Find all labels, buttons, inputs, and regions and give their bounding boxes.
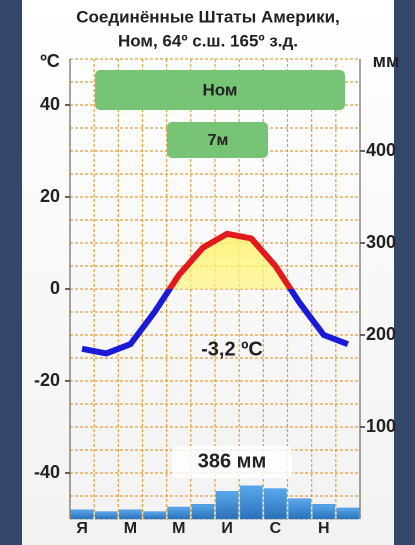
temperature-line-cold <box>81 289 349 357</box>
y-tick-label: -40 <box>34 462 60 482</box>
side-strip <box>394 0 415 545</box>
precipitation-bar <box>70 509 94 520</box>
y-tick-label: 0 <box>50 278 60 298</box>
y2-tick-label: 200 <box>366 324 396 344</box>
y2-tick-label: 300 <box>366 232 396 252</box>
precipitation-bar <box>312 504 336 520</box>
elevation-label: 7м <box>208 132 229 149</box>
y2-tick-label: 400 <box>366 140 396 160</box>
y-tick-label: 40 <box>40 94 60 114</box>
x-tick-label: И <box>221 520 233 537</box>
precipitation-bar <box>167 506 191 520</box>
precipitation-bar <box>94 511 118 520</box>
precipitation-bar <box>336 507 360 520</box>
precipitation-bar <box>191 504 215 520</box>
total-box <box>172 446 292 478</box>
temperature-line-warm <box>166 230 295 289</box>
temperature-area <box>169 233 291 289</box>
precipitation-bar <box>239 485 263 520</box>
elevation-box <box>167 122 268 158</box>
total-precipitation: 386 мм <box>198 450 267 472</box>
precipitation-bar <box>264 488 287 520</box>
mean-temperature: -3,2 ºC <box>201 338 263 360</box>
station-label: Ном <box>202 80 237 99</box>
x-tick-label: М <box>124 520 137 537</box>
y-tick-label: -20 <box>34 370 60 390</box>
precipitation-bar <box>215 491 239 520</box>
x-tick-label: М <box>172 520 185 537</box>
x-tick-label: Я <box>76 520 88 537</box>
x-tick-label: С <box>270 520 282 537</box>
precipitation-bar <box>288 498 311 520</box>
y2-tick-label: 100 <box>366 416 396 436</box>
chart-subtitle: Ном, 64º с.ш. 165º з.д. <box>118 31 298 50</box>
side-strip <box>0 0 22 545</box>
station-box <box>95 70 345 110</box>
precipitation-bar <box>143 511 166 520</box>
precipitation-bar <box>119 509 142 520</box>
chart-title: Соединённые Штаты Америки, <box>76 7 340 26</box>
y-axis-label: ºC <box>40 51 60 71</box>
y-tick-label: 20 <box>40 186 60 206</box>
y2-axis-label: мм <box>373 51 400 71</box>
x-tick-label: Н <box>318 520 330 537</box>
